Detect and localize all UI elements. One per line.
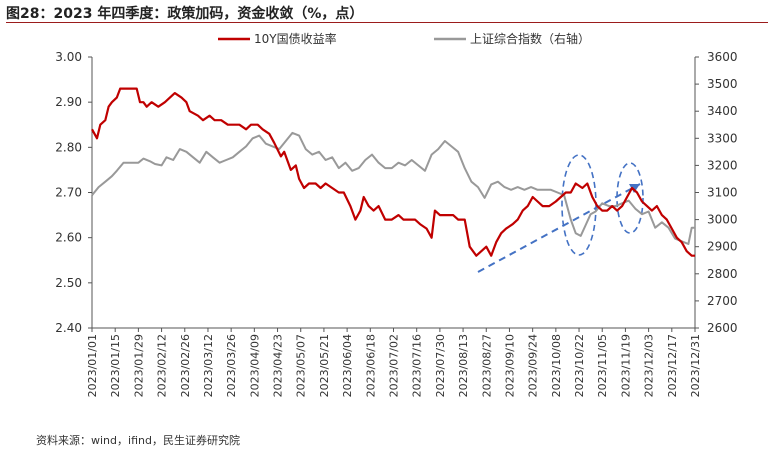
- x-tick-label: 2023/10/08: [550, 334, 563, 397]
- right-tick-label: 3100: [707, 186, 738, 200]
- left-tick-label: 2.90: [55, 95, 82, 109]
- right-tick-label: 2800: [707, 267, 738, 281]
- legend-label-shanghai-index: 上证综合指数（右轴）: [470, 31, 590, 46]
- x-tick-label: 2023/11/05: [596, 334, 609, 397]
- left-tick-label: 3.00: [55, 50, 82, 64]
- left-tick-label: 2.50: [55, 276, 82, 290]
- axes: 2.40 2.50 2.60 2.70 2.80 2.90 3.00 2600 2700 2800…: [55, 50, 737, 397]
- left-tick-label: 2.60: [55, 231, 82, 245]
- annotations: [477, 154, 644, 273]
- title-rule: [6, 22, 768, 23]
- trend-arrow-head: [629, 184, 640, 193]
- right-tick-label: 3500: [707, 77, 738, 91]
- x-tick-label: 2023/01/29: [132, 334, 145, 397]
- right-tick-label: 3300: [707, 131, 738, 145]
- x-tick-label: 2023/07/30: [434, 334, 447, 397]
- x-tick-label: 2023/04/09: [248, 334, 261, 397]
- x-tick-label: 2023/06/04: [341, 334, 354, 397]
- x-tick-label: 2023/04/23: [272, 334, 285, 397]
- right-tick-label: 2900: [707, 240, 738, 254]
- series-line-10y-yield: [91, 87, 695, 257]
- x-tick-label: 2023/09/10: [503, 334, 516, 397]
- series-group: [91, 87, 695, 257]
- x-tick-label: 2023/02/26: [179, 334, 192, 397]
- x-tick-label: 2023/07/02: [388, 334, 401, 397]
- left-tick-label: 2.70: [55, 186, 82, 200]
- legend: 10Y国债收益率 上证综合指数（右轴）: [218, 31, 590, 46]
- left-tick-label: 2.80: [55, 140, 82, 154]
- right-tick-label: 3000: [707, 213, 738, 227]
- x-tick-label: 2023/05/07: [295, 334, 308, 397]
- x-tick-label: 2023/03/26: [225, 334, 238, 397]
- x-tick-label: 2023/07/16: [411, 334, 424, 397]
- x-tick-label: 2023/12/17: [666, 334, 679, 397]
- x-tick-label: 2023/11/19: [619, 334, 632, 397]
- source-note: 资料来源：wind，ifind，民生证券研究院: [36, 434, 240, 447]
- x-tick-label: 2023/03/12: [202, 334, 215, 397]
- x-tick-label: 2023/10/22: [573, 334, 586, 397]
- x-tick-label: 2023/09/24: [527, 334, 540, 397]
- highlight-ellipse-nov: [616, 162, 644, 234]
- legend-label-10y-yield: 10Y国债收益率: [254, 31, 337, 46]
- x-tick-label: 2023/05/21: [318, 334, 331, 397]
- right-tick-label: 2700: [707, 294, 738, 308]
- right-tick-label: 2600: [707, 321, 738, 335]
- x-tick-label: 2023/12/03: [643, 334, 656, 397]
- left-tick-label: 2.40: [55, 321, 82, 335]
- x-tick-label: 2023/02/12: [156, 334, 169, 397]
- series-line-shanghai-index: [91, 131, 695, 245]
- right-tick-label: 3400: [707, 104, 738, 118]
- x-tick-label: 2023/01/15: [109, 334, 122, 397]
- x-tick-label: 2023/06/18: [364, 334, 377, 397]
- chart-title: 图28：2023 年四季度：政策加码，资金收敛（%，点）: [6, 6, 364, 22]
- right-tick-label: 3200: [707, 158, 738, 172]
- right-tick-label: 3600: [707, 50, 738, 64]
- x-tick-label: 2023/08/13: [457, 334, 470, 397]
- trend-arrow-line: [477, 183, 641, 273]
- x-tick-label: 2023/08/27: [480, 334, 493, 397]
- x-tick-label: 2023/12/31: [689, 334, 702, 397]
- x-tick-label: 2023/01/01: [86, 334, 99, 397]
